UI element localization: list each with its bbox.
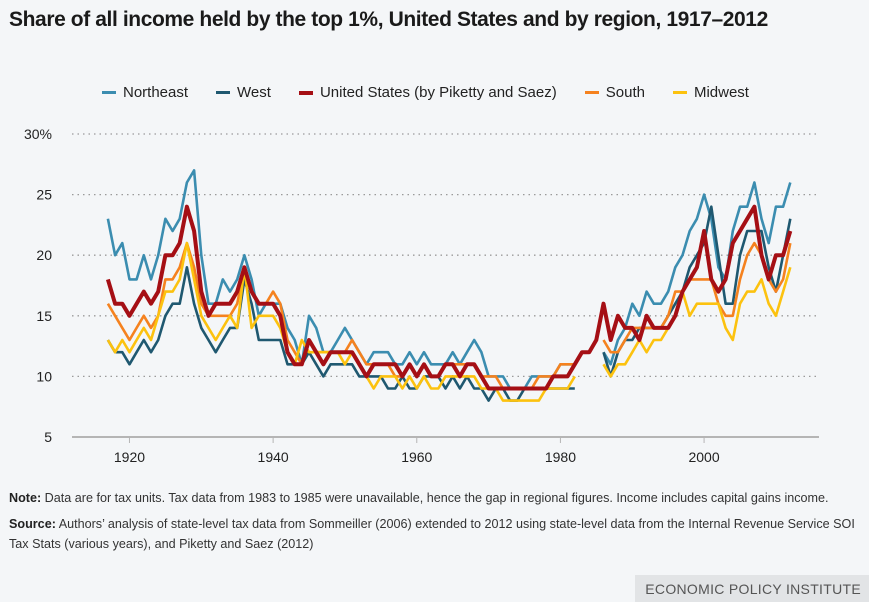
note-text: Data are for tax units. Tax data from 19… xyxy=(41,491,829,505)
legend-label: Northeast xyxy=(123,84,189,101)
y-tick-label: 10 xyxy=(36,368,52,384)
legend-label: West xyxy=(237,84,271,101)
x-tick-label: 1980 xyxy=(545,449,576,465)
y-tick-label: 15 xyxy=(36,308,52,324)
y-tick-label: 25 xyxy=(36,187,52,203)
series-line xyxy=(602,266,792,378)
epi-branding: ECONOMIC POLICY INSTITUTE xyxy=(635,575,869,602)
y-axis: 30% 25 20 15 10 5 xyxy=(24,126,52,445)
series-united xyxy=(105,204,793,391)
x-tick-label: 1960 xyxy=(401,449,432,465)
legend: Northeast West United States (by Piketty… xyxy=(102,84,749,101)
series-line xyxy=(602,181,792,366)
series-midwest xyxy=(106,241,792,402)
legend-label: South xyxy=(605,84,645,101)
source-label: Source: xyxy=(9,517,56,531)
x-tick-label: 1940 xyxy=(258,449,289,465)
series-line xyxy=(602,205,792,378)
legend-swatch xyxy=(298,90,313,95)
legend-swatch xyxy=(216,91,231,94)
legend-label: Midwest xyxy=(693,84,749,101)
x-tick-label: 1920 xyxy=(114,449,145,465)
line-chart: 30% 25 20 15 10 5 1920 1940 1960 1980 2000 xyxy=(24,126,819,465)
series-line xyxy=(105,204,793,391)
y-tick-label: 5 xyxy=(44,429,52,445)
x-axis: 1920 1940 1960 1980 2000 xyxy=(72,436,819,465)
legend-swatch xyxy=(584,91,599,94)
source-text: Authors’ analysis of state-level tax dat… xyxy=(9,517,855,551)
legend-swatch xyxy=(672,91,687,94)
y-tick-label: 30% xyxy=(24,126,52,142)
legend-item-south: South xyxy=(584,84,645,101)
legend-swatch xyxy=(102,91,116,94)
gridlines xyxy=(72,133,819,378)
chart-title: Share of all income held by the top 1%, … xyxy=(9,8,768,31)
notes: Note: Data are for tax units. Tax data f… xyxy=(9,488,859,560)
x-tick-label: 2000 xyxy=(688,449,719,465)
series-lines xyxy=(105,169,793,402)
legend-label: United States (by Piketty and Saez) xyxy=(319,84,557,101)
y-tick-label: 20 xyxy=(36,247,52,263)
series-line xyxy=(106,241,576,402)
legend-item-midwest: Midwest xyxy=(672,84,749,101)
source: Source: Authors’ analysis of state-level… xyxy=(9,514,859,554)
note-label: Note: xyxy=(9,491,42,505)
legend-item-west: West xyxy=(216,84,271,101)
legend-item-northeast: Northeast xyxy=(102,84,188,101)
note: Note: Data are for tax units. Tax data f… xyxy=(9,488,859,508)
legend-item-united-states: United States (by Piketty and Saez) xyxy=(298,84,557,101)
